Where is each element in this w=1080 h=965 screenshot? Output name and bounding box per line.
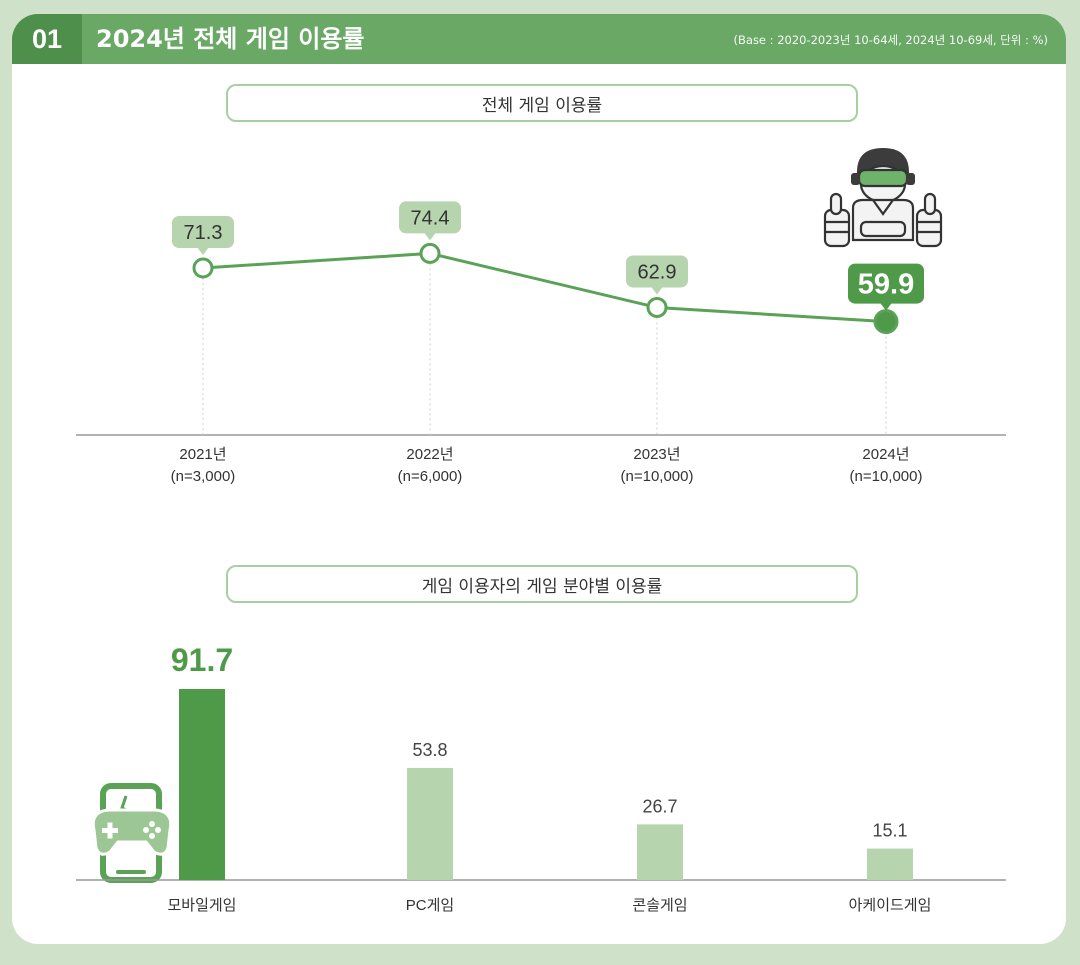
data-point <box>646 296 668 318</box>
data-label: 15.1 <box>872 821 907 841</box>
value-callout-pointer <box>880 302 892 311</box>
value-callout <box>399 201 461 234</box>
line-chart-title: 전체 게임 이용률 <box>226 84 858 122</box>
value-callout <box>848 263 924 304</box>
header-bar: 01 2024년 전체 게임 이용률 (Base : 2020-2023년 10… <box>12 14 1066 64</box>
x-tick-label: 아케이드게임 <box>849 897 932 914</box>
mobile-gamepad-icon <box>91 783 173 883</box>
data-label: 59.9 <box>858 269 914 301</box>
data-label: 53.8 <box>412 740 447 760</box>
data-point <box>873 309 899 335</box>
data-point <box>192 257 214 279</box>
gamer-thumbs-up-icon <box>823 148 943 248</box>
x-tick-label: 2023년 <box>633 446 680 463</box>
x-tick-sublabel: (n=3,000) <box>171 468 236 485</box>
line-chart: 71.3 2021년 (n=3,000) 74.4 2022년 (n=6,000) 62.9… <box>76 201 1006 485</box>
bar <box>637 824 683 880</box>
value-callout-pointer <box>651 286 663 295</box>
series-line <box>202 251 887 324</box>
data-label: 62.9 <box>638 261 677 283</box>
bar <box>179 689 225 880</box>
x-tick-label: 2022년 <box>406 446 453 463</box>
bar-chart: 91.7 모바일게임 53.8 PC게임 26.7 콘솔게임 15.1 아케이드게임 <box>76 642 1006 914</box>
data-label: 26.7 <box>642 796 677 816</box>
x-tick-sublabel: (n=10,000) <box>621 468 694 485</box>
data-label: 74.4 <box>411 207 450 229</box>
x-tick-sublabel: (n=6,000) <box>398 468 463 485</box>
value-callout-pointer <box>424 232 436 241</box>
x-tick-label: 콘솔게임 <box>632 897 687 914</box>
section-number: 01 <box>12 14 82 64</box>
base-note: (Base : 2020-2023년 10-64세, 2024년 10-69세,… <box>733 33 1048 47</box>
bar <box>867 848 913 880</box>
value-callout <box>172 216 234 248</box>
value-callout-pointer <box>197 247 209 255</box>
value-callout <box>626 255 688 288</box>
x-tick-label: 2021년 <box>179 446 226 463</box>
x-tick-label: 2024년 <box>862 446 909 463</box>
data-label: 91.7 <box>171 642 233 678</box>
x-tick-label: 모바일게임 <box>167 897 236 914</box>
page-title: 2024년 전체 게임 이용률 <box>96 25 365 53</box>
x-tick-sublabel: (n=10,000) <box>850 468 923 485</box>
bar-chart-title: 게임 이용자의 게임 분야별 이용률 <box>226 565 858 603</box>
data-label: 71.3 <box>184 222 223 244</box>
bar <box>407 767 453 880</box>
data-point <box>419 242 441 264</box>
x-tick-label: PC게임 <box>406 897 454 914</box>
